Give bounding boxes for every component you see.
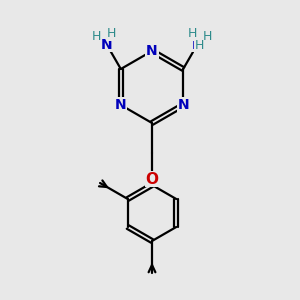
Text: H: H <box>202 30 212 43</box>
Text: N: N <box>191 38 203 52</box>
Text: N: N <box>115 98 127 112</box>
Text: N: N <box>146 44 158 58</box>
Text: H: H <box>92 30 101 43</box>
Text: H: H <box>188 27 197 40</box>
Text: H: H <box>107 27 116 40</box>
Text: N: N <box>101 38 112 52</box>
Text: H: H <box>194 39 204 52</box>
Text: N: N <box>177 98 189 112</box>
Text: O: O <box>146 172 158 187</box>
